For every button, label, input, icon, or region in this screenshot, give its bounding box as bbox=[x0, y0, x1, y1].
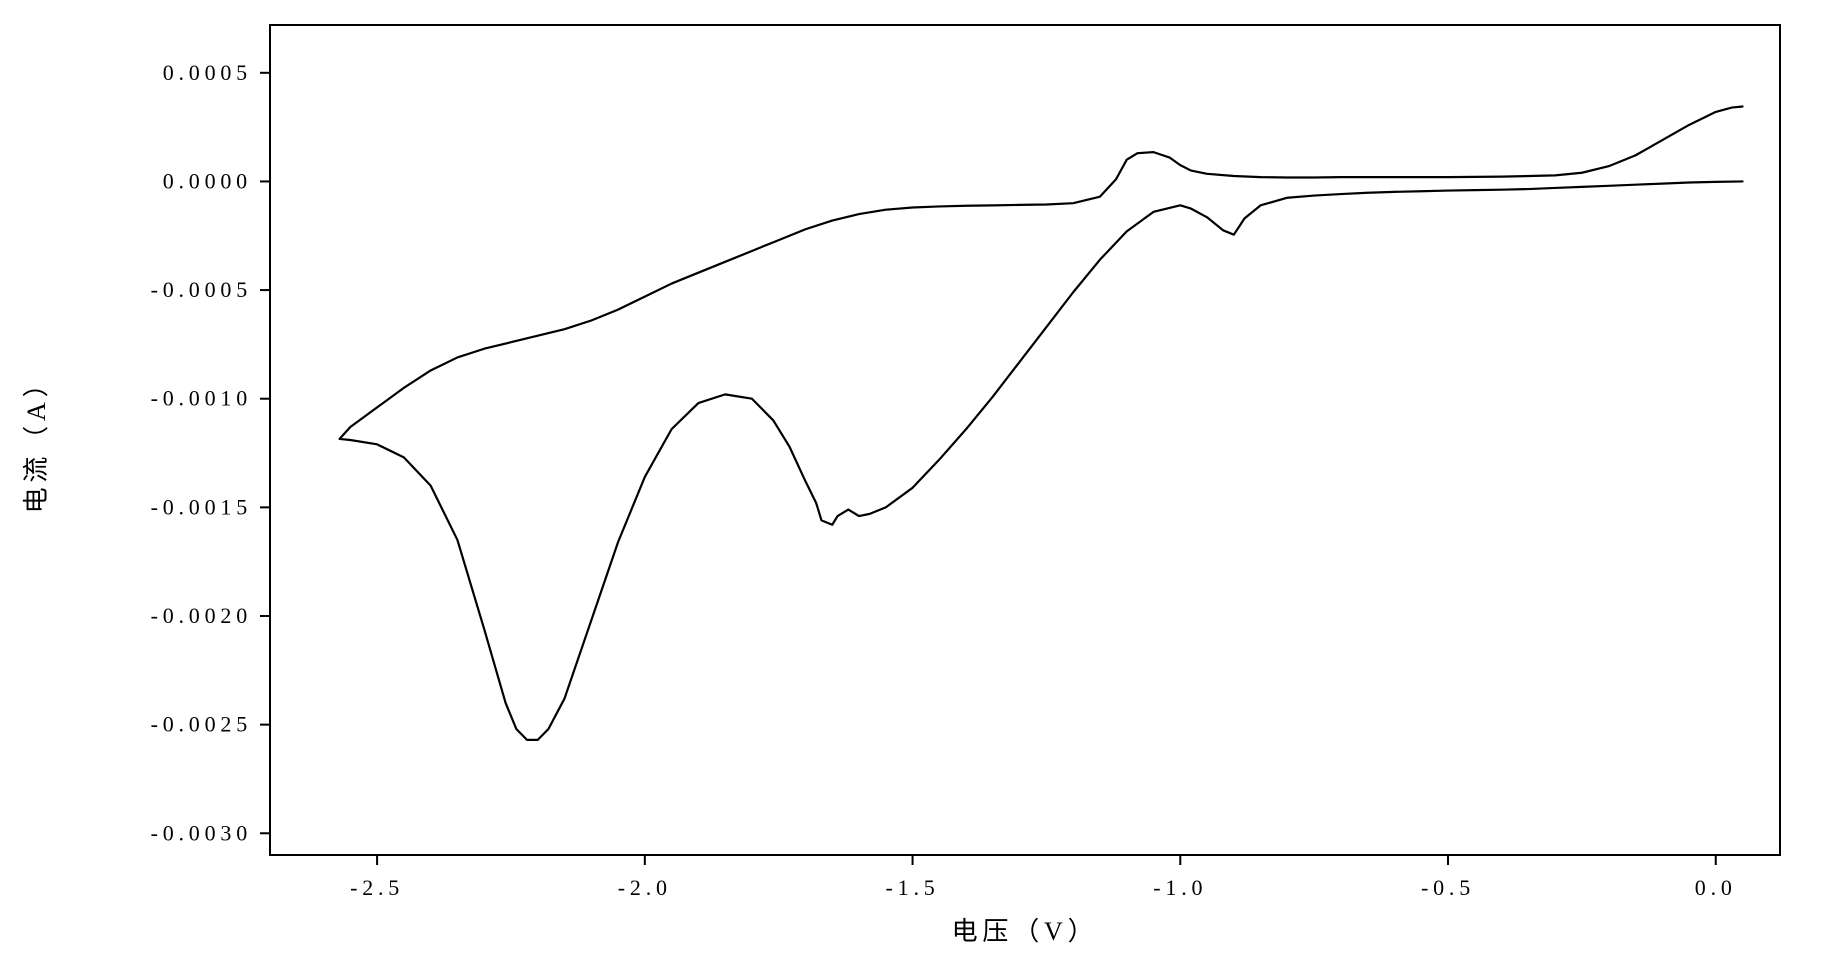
x-axis-label: 电压（V） bbox=[952, 917, 1099, 946]
x-tick-label: -1.0 bbox=[1153, 875, 1207, 900]
cv-chart: -2.5 -2.0 -1.5 -1.0 -0.5 0.0 电压（V） 0.0005 0.0000… bbox=[0, 0, 1833, 962]
x-tick-label: -2.0 bbox=[618, 875, 672, 900]
y-tick-label: -0.0025 bbox=[151, 712, 252, 737]
y-tick-label: 0.0000 bbox=[163, 168, 252, 193]
x-tick-label: -2.5 bbox=[350, 875, 404, 900]
chart-background bbox=[0, 0, 1833, 962]
x-tick-label: -1.5 bbox=[886, 875, 940, 900]
x-tick-label: 0.0 bbox=[1695, 875, 1737, 900]
x-tick-label: -0.5 bbox=[1421, 875, 1475, 900]
y-tick-label: -0.0020 bbox=[151, 603, 252, 628]
y-tick-label: -0.0030 bbox=[151, 820, 252, 845]
y-tick-label: -0.0005 bbox=[151, 277, 252, 302]
y-tick-label: -0.0015 bbox=[151, 494, 252, 519]
y-tick-label: 0.0005 bbox=[163, 60, 252, 85]
y-axis-label: 电流（A） bbox=[22, 367, 51, 514]
y-tick-label: -0.0010 bbox=[151, 386, 252, 411]
